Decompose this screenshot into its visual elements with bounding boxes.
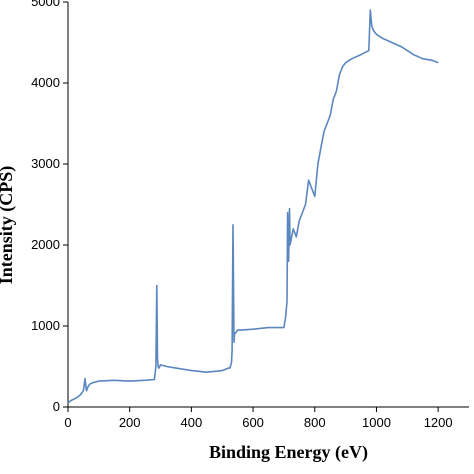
y-tick-label: 1000 bbox=[31, 318, 60, 333]
y-tick-label: 2000 bbox=[31, 237, 60, 252]
y-tick-label: 5000 bbox=[31, 0, 60, 9]
series-line-0 bbox=[67, 9, 439, 404]
y-tick-label: 4000 bbox=[31, 75, 60, 90]
y-tick-label: 0 bbox=[53, 399, 60, 414]
y-tick-label: 3000 bbox=[31, 156, 60, 171]
axis-ticks: 0 1000 2000 3000 4000 5000 0 200 400 600 800 1000 12… bbox=[31, 0, 453, 430]
x-tick-label: 0 bbox=[64, 415, 71, 430]
x-tick-label: 1200 bbox=[424, 415, 453, 430]
series-group bbox=[67, 9, 439, 404]
y-axis-title: Intensity (CPS) bbox=[0, 166, 17, 285]
x-axis-title: Binding Energy (eV) bbox=[209, 442, 368, 463]
x-tick-label: 1000 bbox=[362, 415, 391, 430]
x-tick-label: 400 bbox=[181, 415, 203, 430]
x-tick-label: 600 bbox=[242, 415, 264, 430]
x-tick-label: 200 bbox=[119, 415, 141, 430]
x-tick-label: 800 bbox=[304, 415, 326, 430]
